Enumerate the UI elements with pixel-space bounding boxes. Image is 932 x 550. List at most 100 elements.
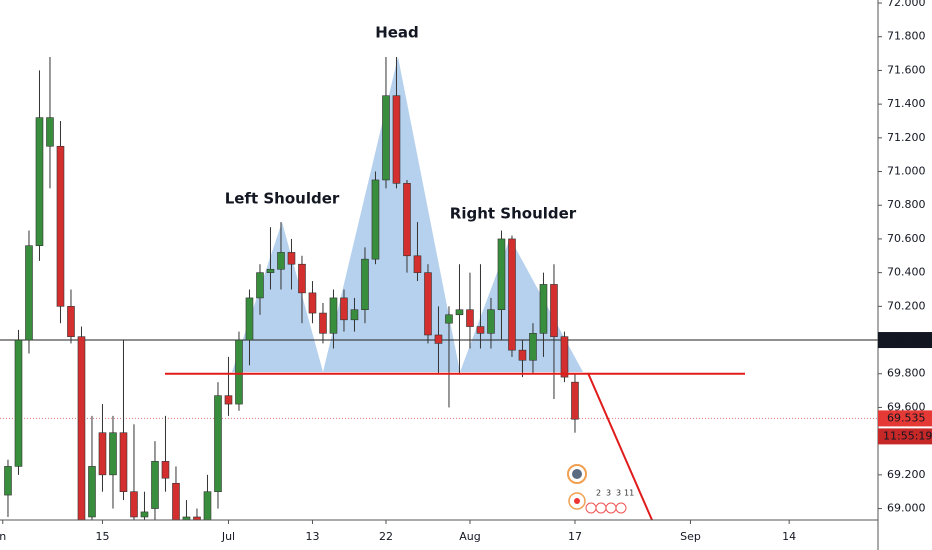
x-tick-label: Jul xyxy=(221,530,235,543)
candle-body xyxy=(140,511,149,518)
event-icon xyxy=(595,502,607,514)
x-tick-label: n xyxy=(0,530,6,543)
event-count: 2 xyxy=(596,489,601,498)
y-tick-label: 71.400 xyxy=(887,97,926,110)
y-tick-label: 71.800 xyxy=(887,30,926,43)
event-count: 3 xyxy=(606,489,611,498)
candle-body xyxy=(109,432,117,476)
event-icon xyxy=(615,502,627,514)
candle-body xyxy=(340,297,348,321)
candle-body xyxy=(518,349,527,361)
candle-body xyxy=(77,336,86,526)
countdown-bg xyxy=(878,428,932,445)
candle-body xyxy=(46,117,54,147)
y-tick-label: 70.800 xyxy=(887,198,926,211)
candle-body xyxy=(245,297,254,341)
candle-body xyxy=(476,326,485,334)
candle-body xyxy=(172,482,180,526)
candle-body xyxy=(413,255,422,273)
level-label-bg xyxy=(878,332,932,349)
x-tick-label: 15 xyxy=(95,530,109,543)
x-tick-label: 14 xyxy=(782,530,796,543)
x-tick-label: Aug xyxy=(459,530,480,543)
candle-body xyxy=(88,466,96,518)
event-icon xyxy=(572,469,582,479)
candle-body xyxy=(287,252,296,265)
candle-body xyxy=(319,312,327,334)
level-label: 70.000 xyxy=(887,333,930,346)
event-icon xyxy=(585,502,597,514)
candle-body xyxy=(455,309,464,316)
event-icon xyxy=(605,502,617,514)
breakdown-line xyxy=(587,372,653,521)
x-tick-label: Sep xyxy=(680,530,701,543)
candle-body xyxy=(256,272,264,299)
event-count: 11 xyxy=(624,489,634,498)
annotation: Head xyxy=(375,24,419,42)
candle-body xyxy=(151,461,159,509)
candle-body xyxy=(445,314,453,324)
time-axis-bg xyxy=(0,520,932,550)
candle-body xyxy=(403,183,411,257)
candle-body xyxy=(35,117,44,246)
candle-body xyxy=(539,284,548,334)
left-shoulder-shape xyxy=(232,222,323,372)
y-tick-label: 70.600 xyxy=(887,232,926,245)
candles xyxy=(0,56,878,534)
candle-body xyxy=(203,491,212,523)
last-price-label: 69.535 xyxy=(887,411,926,424)
y-tick-label: 69.600 xyxy=(887,400,926,413)
candle-body xyxy=(560,336,569,378)
candle-body xyxy=(487,309,495,334)
candle-body xyxy=(235,339,243,405)
candle-body xyxy=(298,263,306,294)
candle-body xyxy=(466,309,474,327)
y-tick-label: 72.000 xyxy=(887,0,926,9)
x-tick-label: 13 xyxy=(305,530,319,543)
x-tick-label: 17 xyxy=(568,530,582,543)
y-tick-label: 71.200 xyxy=(887,131,926,144)
y-tick-label: 71.600 xyxy=(887,63,926,76)
candle-body xyxy=(571,381,579,420)
y-tick-label: 71.000 xyxy=(887,165,926,178)
candle-body xyxy=(550,284,558,337)
candle-body xyxy=(308,292,317,314)
candle-body xyxy=(214,395,222,492)
annotation: Right Shoulder xyxy=(450,205,577,223)
candle-body xyxy=(392,95,401,184)
candle-body xyxy=(508,238,516,351)
y-tick-label: 70.200 xyxy=(887,299,926,312)
candle-body xyxy=(67,306,75,337)
candle-body xyxy=(361,258,369,311)
candle-body xyxy=(529,332,537,361)
y-tick-label: 69.200 xyxy=(887,468,926,481)
candle-body xyxy=(161,461,170,479)
candle-body xyxy=(224,395,233,405)
annotation: Left Shoulder xyxy=(225,190,340,208)
candle-body xyxy=(497,238,506,311)
event-count: 3 xyxy=(616,489,621,498)
y-tick-label: 70.400 xyxy=(887,266,926,279)
candle-body xyxy=(350,309,359,321)
candle-body xyxy=(4,466,12,496)
candle-body xyxy=(329,297,338,334)
last-price-label-bg xyxy=(878,410,932,427)
candle-body xyxy=(371,179,380,260)
candle-body xyxy=(119,432,128,492)
candle-body xyxy=(14,339,23,467)
candle-body xyxy=(434,334,443,344)
candle-body xyxy=(98,432,107,476)
candle-body xyxy=(56,145,65,307)
price-axis-bg xyxy=(878,0,932,550)
event-icon xyxy=(574,498,580,504)
event-icons xyxy=(567,464,627,514)
y-tick-label: 69.000 xyxy=(887,502,926,515)
candle-body xyxy=(130,491,138,518)
y-tick-label: 69.800 xyxy=(887,367,926,380)
candle-body xyxy=(424,272,432,336)
countdown: 11:55:19 xyxy=(883,429,932,442)
candle-body xyxy=(266,268,275,273)
candle-body xyxy=(277,252,285,270)
